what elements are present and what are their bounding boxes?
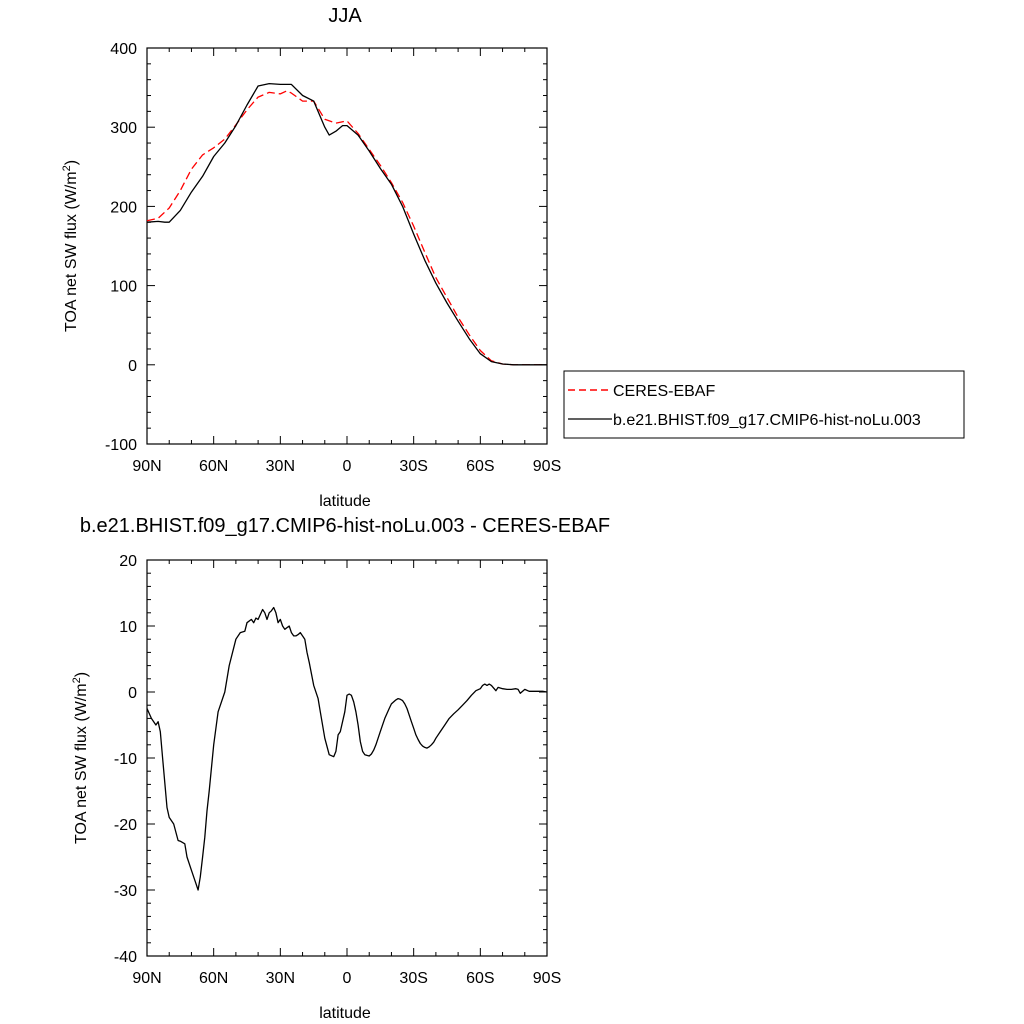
top-chart-x-tick-label: 30N <box>266 458 295 475</box>
top-chart-x-tick-label: 60S <box>466 458 494 475</box>
bottom-chart-ticks: 90N 60N 30N 0 30S 60S 90S 20 10 0 -10 -20 -30 -40 <box>114 553 561 987</box>
bottom-chart-y-tick-label: 20 <box>119 553 137 570</box>
top-chart-x-tick-label: 90S <box>533 458 561 475</box>
top-chart-series-line-0 <box>146 90 547 366</box>
bottom-chart-x-tick-label: 60N <box>199 970 228 987</box>
bottom-chart-y-tick-label: -10 <box>114 751 137 768</box>
legend-label-model: b.e21.BHIST.f09_g17.CMIP6-hist-noLu.003 <box>613 412 921 429</box>
top-chart-x-tick-label: 90N <box>132 458 161 475</box>
bottom-chart-x-tick-label: 30N <box>266 970 295 987</box>
top-chart-x-tick-label: 30S <box>399 458 427 475</box>
top-chart-plot-area: 90N 60N 30N 0 30S 60S 90S 400 300 200 100 0 -100 <box>105 41 561 475</box>
top-chart-ticks: 90N 60N 30N 0 30S 60S 90S 400 300 200 100 0 -100 <box>105 41 561 475</box>
bottom-chart-frame <box>146 559 548 957</box>
bottom-chart-y-tick-label: -40 <box>114 949 137 966</box>
bottom-chart-x-axis-label: latitude <box>319 1005 371 1022</box>
top-chart-y-tick-label: 100 <box>110 279 137 296</box>
top-chart-y-tick-label: 200 <box>110 199 137 216</box>
top-chart-y-tick-label: 0 <box>128 358 137 375</box>
top-chart-x-tick-label: 60N <box>199 458 228 475</box>
bottom-chart-title: b.e21.BHIST.f09_g17.CMIP6-hist-noLu.003 … <box>80 515 610 537</box>
top-chart-y-tick-label: 300 <box>110 120 137 137</box>
top-chart: JJA 90N 60N 30N 0 30S 60S 90S 400 300 200 100 0 -100… <box>61 5 965 510</box>
legend: CERES-EBAF b.e21.BHIST.f09_g17.CMIP6-his… <box>563 370 965 439</box>
bottom-chart-plot-area: 90N 60N 30N 0 30S 60S 90S 20 10 0 -10 -20 -30 -40 <box>114 553 561 987</box>
top-chart-title: JJA <box>328 5 362 27</box>
top-chart-series <box>146 82 547 366</box>
legend-label-ceres-ebaf: CERES-EBAF <box>613 383 715 400</box>
top-chart-x-axis-label: latitude <box>319 493 371 510</box>
bottom-chart-x-tick-label: 90S <box>533 970 561 987</box>
bottom-chart-series <box>146 606 548 891</box>
top-chart-x-tick-label: 0 <box>343 458 352 475</box>
bottom-chart-x-tick-label: 0 <box>343 970 352 987</box>
bottom-chart-x-tick-label: 60S <box>466 970 494 987</box>
top-chart-y-axis-label: TOA net SW flux (W/m2) <box>61 160 80 332</box>
bottom-chart-x-tick-label: 90N <box>132 970 161 987</box>
bottom-chart-y-tick-label: -20 <box>114 817 137 834</box>
bottom-chart-y-tick-label: 10 <box>119 619 137 636</box>
legend-box <box>563 370 965 439</box>
bottom-chart-x-tick-label: 30S <box>399 970 427 987</box>
top-chart-y-tick-label: 400 <box>110 41 137 58</box>
top-chart-frame <box>146 47 548 445</box>
top-chart-series-line-1 <box>146 82 547 366</box>
top-chart-y-tick-label: -100 <box>105 437 137 454</box>
bottom-chart-y-axis-label: TOA net SW flux (W/m2) <box>71 672 90 844</box>
bottom-chart-series-line-0 <box>146 606 548 891</box>
bottom-chart-y-tick-label: 0 <box>128 685 137 702</box>
bottom-chart: b.e21.BHIST.f09_g17.CMIP6-hist-noLu.003 … <box>71 515 610 1022</box>
bottom-chart-y-tick-label: -30 <box>114 883 137 900</box>
